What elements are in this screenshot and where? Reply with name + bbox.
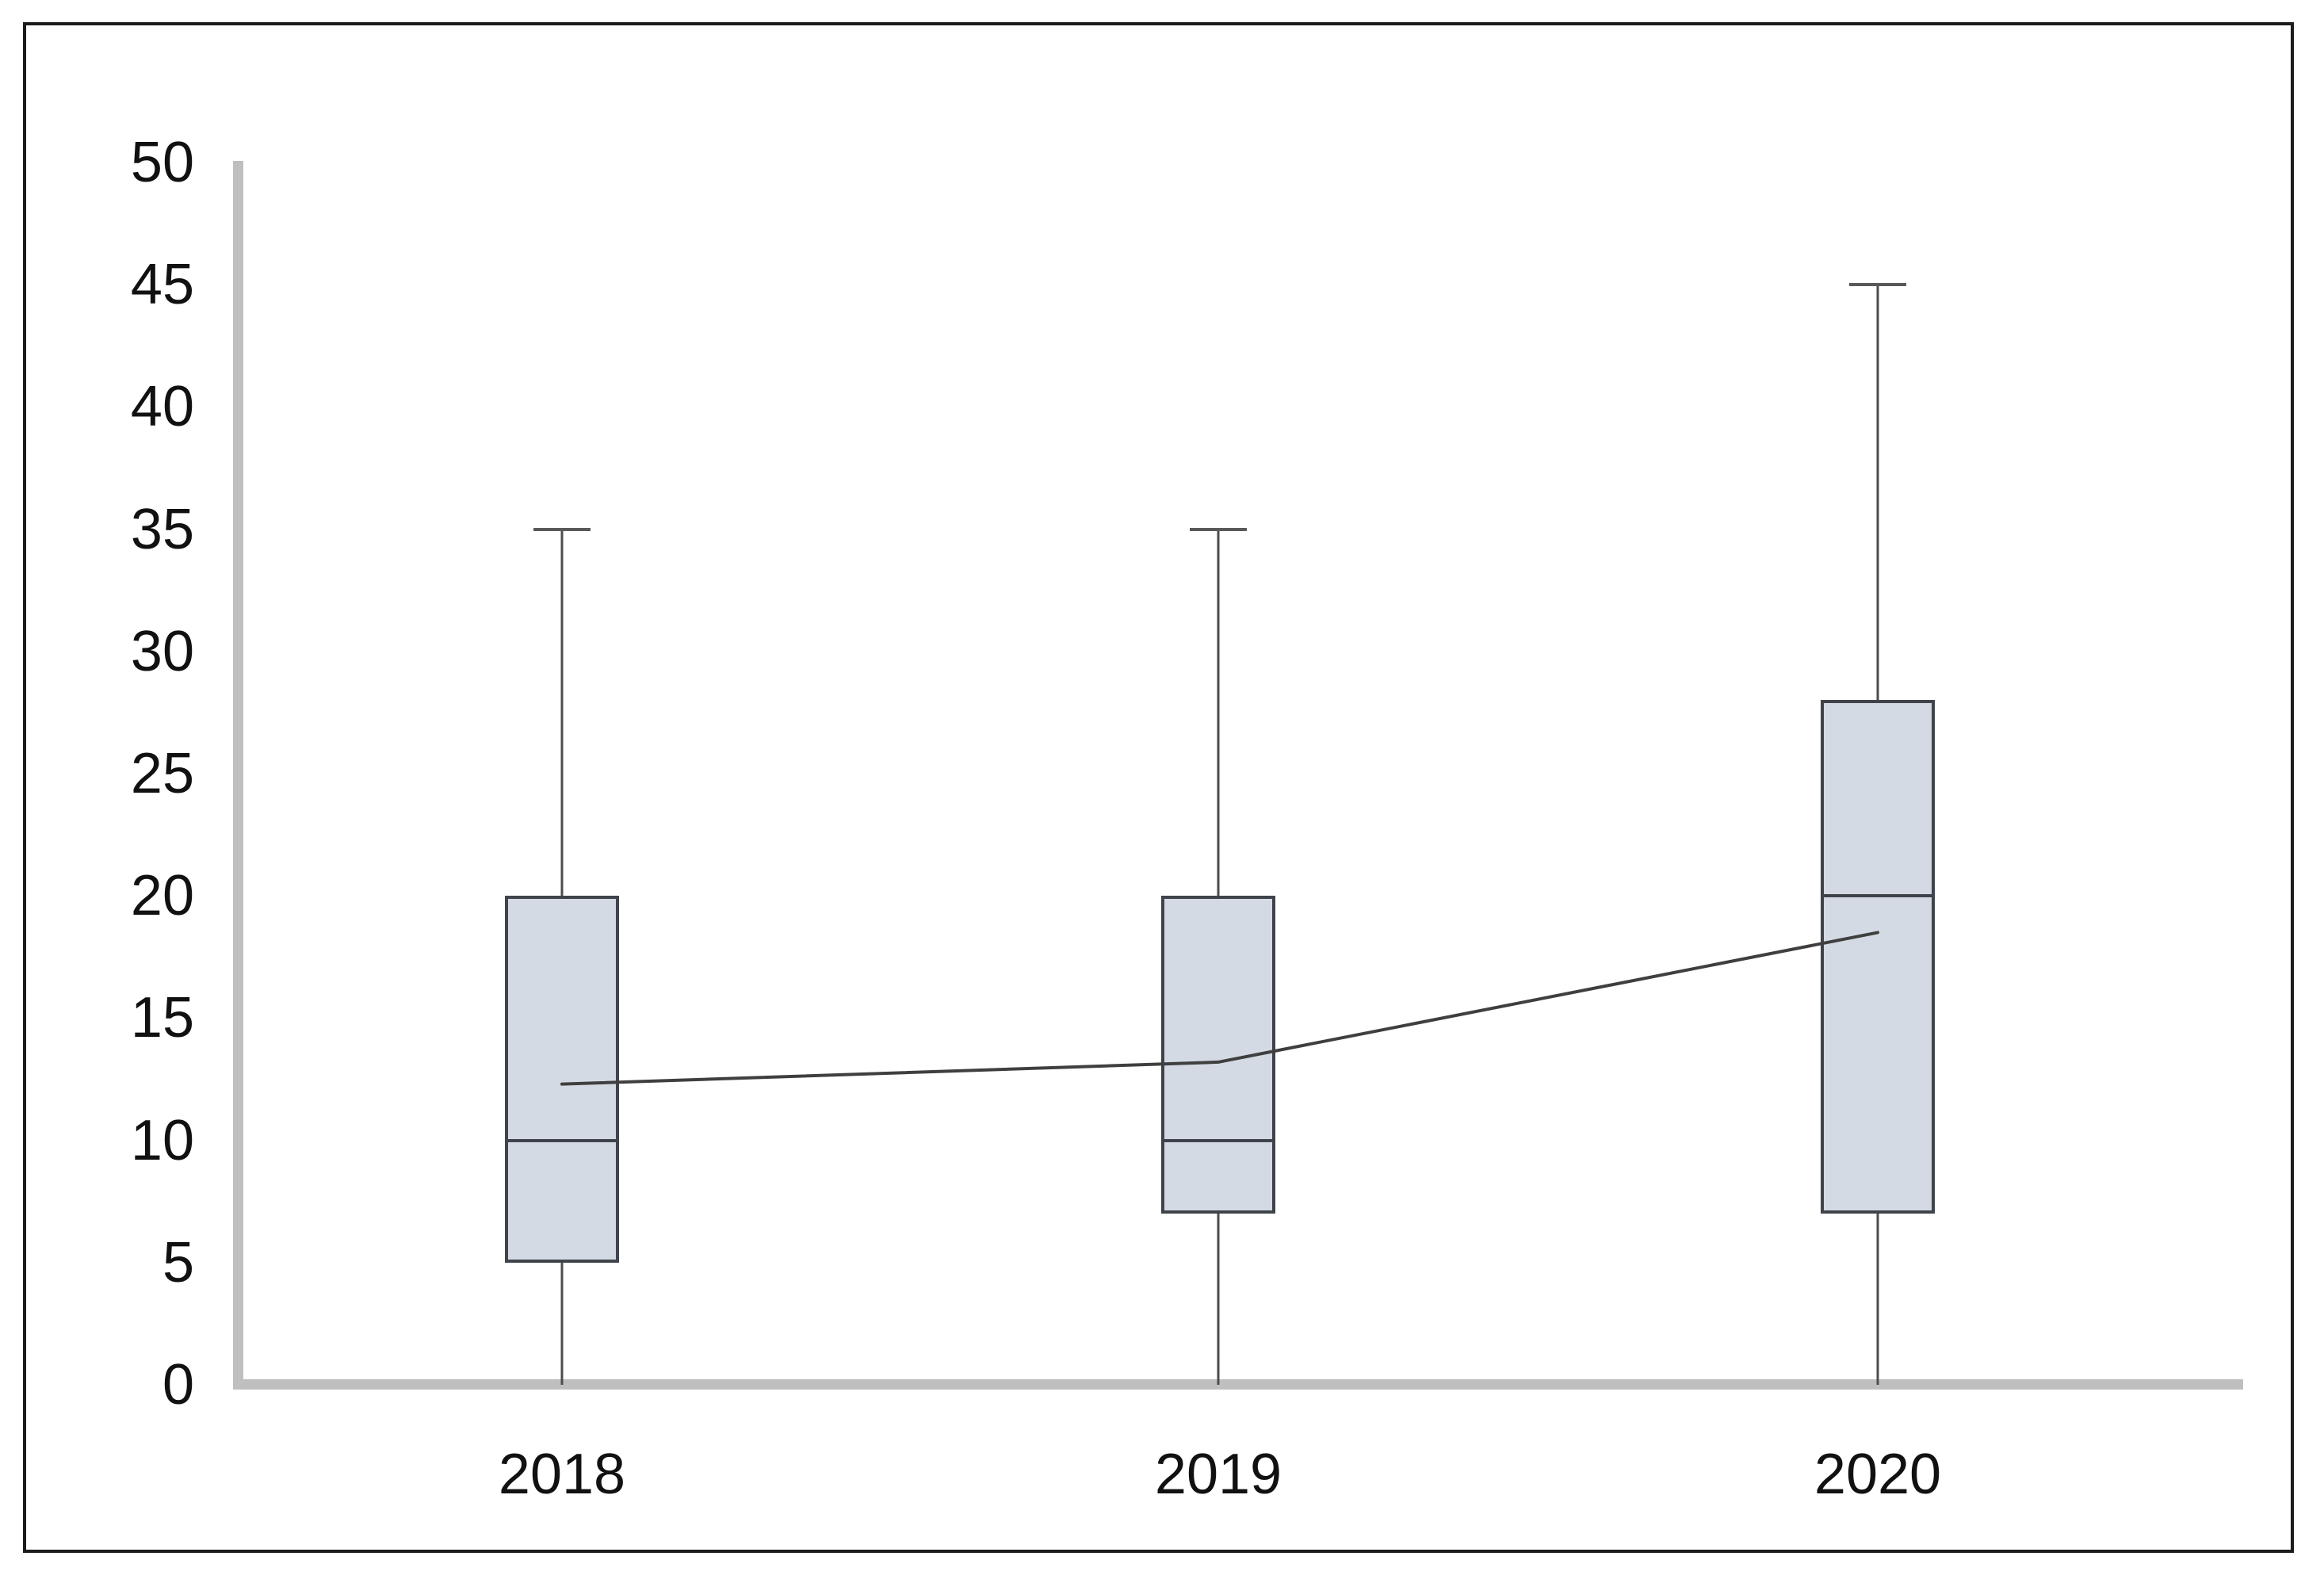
y-tick-label: 30: [130, 619, 194, 683]
y-tick-label: 15: [130, 986, 194, 1050]
y-tick-label: 45: [130, 253, 194, 317]
y-tick-label: 35: [130, 497, 194, 561]
box-rect: [505, 896, 619, 1263]
whisker-cap: [533, 527, 591, 531]
y-tick-label: 5: [162, 1230, 194, 1294]
y-tick-label: 20: [130, 864, 194, 928]
y-tick-label: 40: [130, 375, 194, 439]
whisker-cap: [1190, 527, 1247, 531]
y-tick-label: 10: [130, 1108, 194, 1172]
x-category-label: 2020: [1814, 1443, 1942, 1506]
x-category-label: 2018: [498, 1443, 626, 1506]
median-line: [505, 1138, 619, 1142]
x-axis-line: [233, 1379, 2243, 1390]
median-line: [1161, 1138, 1275, 1142]
y-tick-label: 25: [130, 742, 194, 805]
mean-line: [560, 931, 1879, 1086]
y-tick-label: 50: [130, 131, 194, 194]
median-line: [1821, 894, 1935, 898]
x-category-label: 2019: [1154, 1443, 1282, 1506]
y-axis-line: [233, 161, 243, 1390]
box-rect: [1821, 700, 1935, 1214]
whisker-cap: [1849, 283, 1906, 287]
y-tick-label: 0: [162, 1353, 194, 1417]
